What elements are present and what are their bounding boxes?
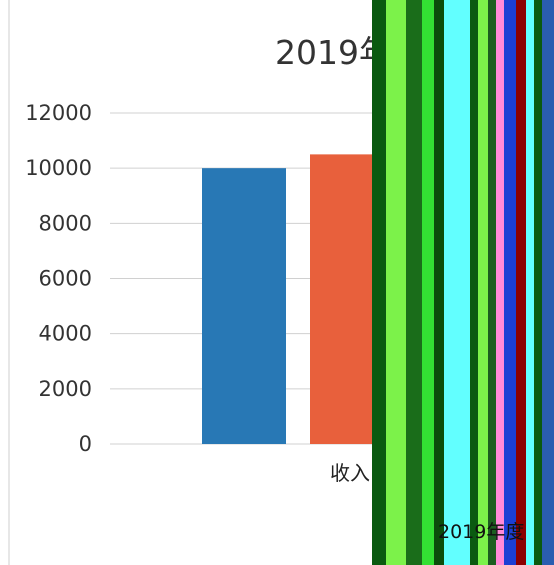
glitch-band xyxy=(406,0,422,565)
y-axis-ticks: 0 2000 4000 6000 8000 10000 12000 xyxy=(25,101,92,456)
y-tick-label: 10000 xyxy=(25,156,92,180)
x-tick-label: 收入 xyxy=(330,461,370,485)
y-tick-label: 2000 xyxy=(39,377,92,401)
glitch-band xyxy=(504,0,516,565)
glitch-band xyxy=(534,0,542,565)
glitch-band xyxy=(526,0,534,565)
glitch-band xyxy=(422,0,434,565)
bar xyxy=(202,168,286,444)
y-tick-label: 12000 xyxy=(25,101,92,125)
glitch-band xyxy=(434,0,444,565)
x-axis-labels: 收入 xyxy=(330,461,370,485)
glitch-band xyxy=(372,0,386,565)
glitch-band xyxy=(516,0,526,565)
corrupted-image-region xyxy=(372,0,554,565)
y-tick-label: 0 xyxy=(79,432,92,456)
y-tick-label: 6000 xyxy=(39,267,92,291)
glitch-band xyxy=(444,0,470,565)
y-tick-label: 4000 xyxy=(39,322,92,346)
glitch-band xyxy=(386,0,406,565)
y-tick-label: 8000 xyxy=(39,211,92,235)
glitch-band xyxy=(478,0,488,565)
glitch-band xyxy=(496,0,504,565)
glitch-band xyxy=(488,0,496,565)
glitch-band xyxy=(542,0,554,565)
glitch-band xyxy=(470,0,478,565)
